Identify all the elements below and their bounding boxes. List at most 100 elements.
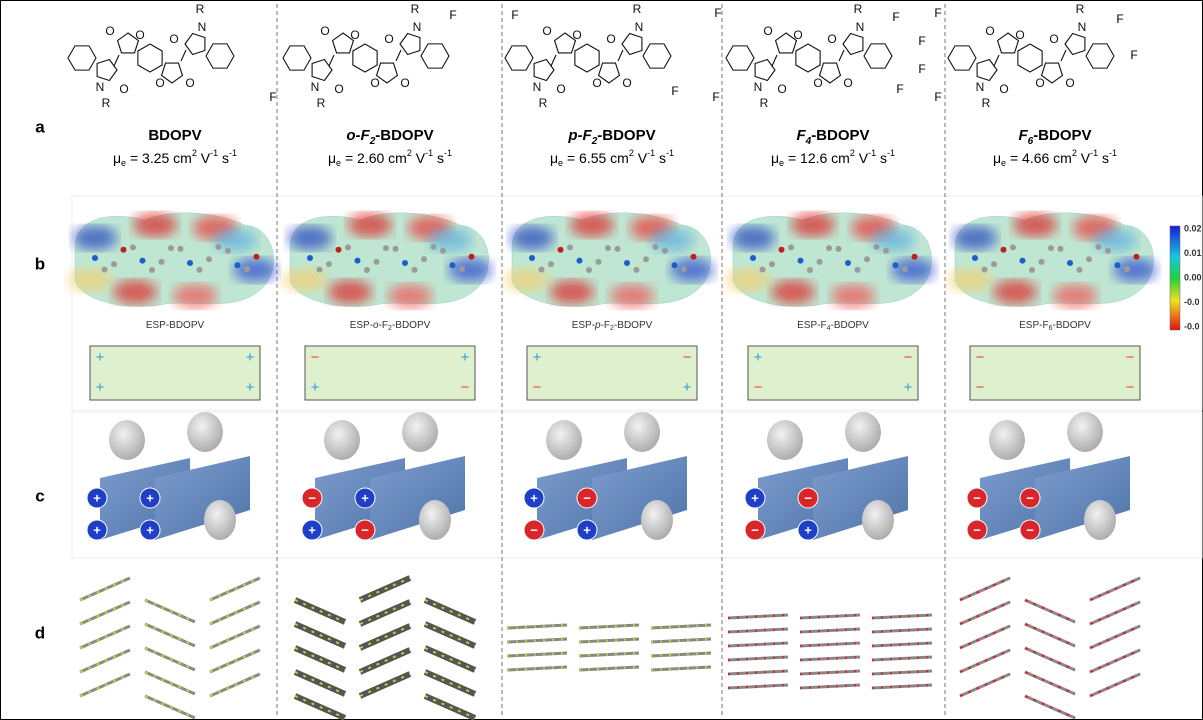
bond (643, 44, 671, 68)
atom-o: O (185, 76, 194, 90)
atom (864, 256, 870, 262)
atom (412, 267, 418, 273)
disc (862, 500, 894, 540)
bond (396, 50, 401, 61)
atom (450, 262, 456, 268)
charge-ball-sign: − (973, 490, 981, 505)
atom-o: O (777, 82, 786, 96)
atom (1020, 258, 1026, 264)
atom (1077, 267, 1083, 273)
packing-model: −++− (302, 412, 465, 540)
charge-ball-sign: − (361, 522, 369, 537)
esp-label-part: -F (601, 320, 610, 331)
mobility-value: 4.66 (1022, 150, 1049, 166)
atom-o: O (592, 76, 601, 90)
mobility: μe = 6.55 cm2 V-1 s-1 (550, 148, 674, 168)
unit-sup: -1 (210, 148, 218, 158)
name-part: -BDOPV (375, 127, 433, 144)
unit-sup: -1 (1109, 148, 1117, 158)
name-part: o-F (346, 127, 370, 144)
charge-sign: − (311, 349, 320, 366)
atom (596, 259, 602, 265)
esp-label: ESP-o-F2-BDOPV (350, 320, 431, 333)
atom (548, 261, 554, 267)
atom-o: O (985, 24, 994, 38)
atom-n: N (1078, 20, 1087, 34)
atom (817, 259, 823, 265)
atom (92, 255, 98, 261)
atom (836, 246, 842, 252)
charge-ball-sign: + (530, 490, 538, 505)
bond (138, 44, 162, 72)
esp-label-part: ESP-F (797, 320, 826, 331)
charge-sign: − (683, 349, 692, 366)
charge-sign: − (533, 379, 542, 396)
atom (235, 262, 241, 268)
atom (364, 267, 370, 273)
atom (845, 260, 851, 266)
atom (168, 245, 174, 251)
atom-o: O (763, 24, 772, 38)
unit-sup: -1 (1090, 148, 1098, 158)
esp-surface (283, 213, 492, 308)
atom-n: N (413, 20, 422, 34)
charge-box (527, 346, 697, 400)
charge-sign: − (1126, 349, 1135, 366)
charge-sign: − (461, 379, 470, 396)
unit-sup: -1 (666, 148, 674, 158)
esp-spot (328, 280, 372, 304)
disc (324, 420, 360, 460)
esp-spot (1053, 284, 1097, 308)
atom (1039, 259, 1045, 265)
atom (355, 258, 361, 264)
atom (883, 248, 889, 254)
unit: V (197, 150, 211, 166)
esp-spot (388, 284, 432, 308)
charge-sign: + (96, 349, 105, 366)
unit-sup: -1 (868, 148, 876, 158)
atom-o: O (1035, 76, 1044, 90)
charge-ball-sign: + (308, 522, 316, 537)
atom-r: R (196, 2, 205, 16)
esp-spot (570, 213, 614, 237)
mu: μ (550, 150, 558, 166)
charge-ball-sign: + (93, 522, 101, 537)
atom (111, 261, 117, 267)
atom-o: O (813, 76, 822, 90)
name-part: -BDOPV (811, 127, 869, 144)
atom (798, 258, 804, 264)
atom (567, 244, 573, 250)
unit: s (1098, 150, 1109, 166)
atom (691, 254, 697, 260)
atom-o: O (999, 82, 1008, 96)
atom (1048, 245, 1054, 251)
charge-ball-sign: + (93, 490, 101, 505)
atom-r: R (102, 96, 111, 110)
atom-f: F (671, 84, 678, 98)
charge-sign: + (246, 349, 255, 366)
esp-label-part: ESP-F (1019, 320, 1048, 331)
mu: μ (993, 150, 1001, 166)
atom (469, 254, 475, 260)
charge-ball-sign: − (751, 522, 759, 537)
bond (1065, 34, 1085, 55)
bond (1061, 50, 1066, 61)
bond (977, 60, 997, 81)
atom (769, 261, 775, 267)
atom (1134, 254, 1140, 260)
atom (615, 246, 621, 252)
atom-o: O (370, 76, 379, 90)
atom-f: F (712, 90, 719, 104)
esp-label: ESP-BDOPV (146, 320, 205, 331)
atom-r: R (982, 96, 991, 110)
atom (760, 267, 766, 273)
colorbar (1170, 226, 1180, 330)
esp-label-part: -BDOPV (831, 320, 870, 331)
atom (634, 267, 640, 273)
unit-sup: -1 (887, 148, 895, 158)
unit: cm (827, 150, 850, 166)
atom-n: N (533, 80, 542, 94)
esp-spot (731, 226, 775, 250)
disc (187, 412, 223, 452)
esp-label: ESP-F4-BDOPV (797, 320, 869, 333)
